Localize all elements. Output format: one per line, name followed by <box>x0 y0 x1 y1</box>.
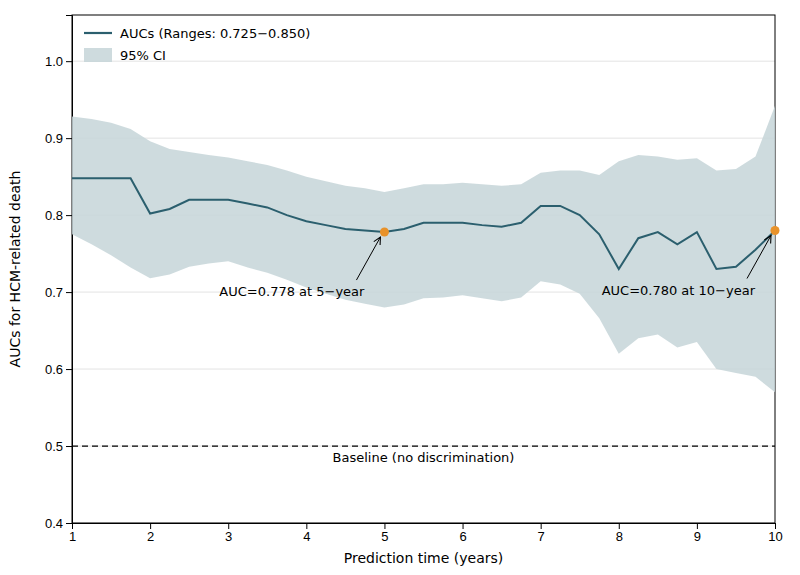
baseline-label: Baseline (no discrimination) <box>333 450 515 465</box>
legend-label: 95% CI <box>120 48 166 63</box>
y-tick: 0.6 <box>45 362 72 377</box>
tick-label: 1.0 <box>45 54 63 69</box>
legend-item: 95% CI <box>84 48 166 63</box>
x-tick: 5 <box>381 523 388 544</box>
tick-mark <box>384 523 385 529</box>
x-tick: 4 <box>303 523 310 544</box>
highlight-point <box>380 228 389 237</box>
tick-label: 5 <box>381 529 388 544</box>
legend: AUCs (Ranges: 0.725−0.850) 95% CI <box>84 26 310 63</box>
tick-label: 6 <box>459 529 466 544</box>
legend-swatch <box>84 32 112 34</box>
tick-label: 2 <box>147 529 154 544</box>
grid-line <box>72 138 775 139</box>
x-axis-line <box>73 524 776 530</box>
tick-mark <box>775 523 776 529</box>
legend-item: AUCs (Ranges: 0.725−0.850) <box>84 26 310 41</box>
auc-line <box>72 178 775 269</box>
tick-label: 4 <box>303 529 310 544</box>
x-tick: 8 <box>616 523 623 544</box>
grid-line <box>72 369 775 370</box>
tick-mark <box>463 523 464 529</box>
y-tick: 1.0 <box>45 54 72 69</box>
annotation: AUC=0.780 at 10−year <box>602 283 756 298</box>
y-tick: 0.9 <box>45 131 72 146</box>
tick-mark <box>619 523 620 529</box>
tick-label: 0.4 <box>45 516 63 531</box>
texts: Baseline (no discrimination) AUC=0.778 at… <box>7 171 771 566</box>
legend-swatch <box>84 48 112 62</box>
x-tick: 3 <box>225 523 232 544</box>
x-tick: 6 <box>459 523 466 544</box>
legend-label: AUCs (Ranges: 0.725−0.850) <box>120 26 310 41</box>
tick-mark <box>66 446 72 447</box>
tick-label: 7 <box>538 529 545 544</box>
grid-line <box>72 61 775 62</box>
tick-label: 0.6 <box>45 362 63 377</box>
baseline <box>72 445 775 446</box>
x-axis-title: Prediction time (years) <box>344 550 504 566</box>
tick-label: 0.9 <box>45 131 63 146</box>
y-tick: 0.4 <box>45 516 72 531</box>
tick-mark <box>66 523 72 524</box>
tick-mark <box>66 138 72 139</box>
y-tick: 0.5 <box>45 439 72 454</box>
highlight-point <box>771 226 780 235</box>
annotation-arrow <box>356 237 380 280</box>
x-axis: 1 2 3 4 5 6 7 8 9 10 <box>69 523 783 544</box>
tick-label: 3 <box>225 529 232 544</box>
tick-mark <box>150 523 151 529</box>
x-tick: 2 <box>147 523 154 544</box>
tick-label: 8 <box>616 529 623 544</box>
grid-line <box>72 446 775 447</box>
tick-label: 0.5 <box>45 439 63 454</box>
tick-label: 0.8 <box>45 208 63 223</box>
y-tick: 0.7 <box>45 285 72 300</box>
x-tick: 7 <box>538 523 545 544</box>
tick-label: 1 <box>69 529 76 544</box>
tick-mark <box>66 61 72 62</box>
x-tick: 1 <box>69 523 76 544</box>
tick-mark <box>697 523 698 529</box>
tick-mark <box>228 523 229 529</box>
tick-mark <box>66 292 72 293</box>
grid <box>72 61 775 523</box>
x-tick: 10 <box>768 523 782 544</box>
plot-frame <box>72 15 775 523</box>
annotation-arrow <box>747 236 771 279</box>
chart: 1 2 3 4 5 6 7 8 9 10 0.4 0.5 0.6 0.7 0.8 0.9 1.0 Baseline… <box>0 0 800 575</box>
tick-mark <box>306 523 307 529</box>
y-axis: 0.4 0.5 0.6 0.7 0.8 0.9 1.0 <box>45 16 73 531</box>
y-tick: 0.8 <box>45 208 72 223</box>
tick-mark <box>541 523 542 529</box>
x-tick: 9 <box>694 523 701 544</box>
annotation: AUC=0.778 at 5−year <box>219 284 365 299</box>
tick-label: 9 <box>694 529 701 544</box>
tick-label: 0.7 <box>45 285 63 300</box>
highlight-points <box>380 226 780 237</box>
plot-area <box>72 106 775 446</box>
tick-label: 10 <box>768 529 782 544</box>
tick-mark <box>66 215 72 216</box>
tick-mark <box>66 369 72 370</box>
ci-band <box>72 106 775 392</box>
y-axis-title: AUCs for HCM-related death <box>7 171 23 368</box>
